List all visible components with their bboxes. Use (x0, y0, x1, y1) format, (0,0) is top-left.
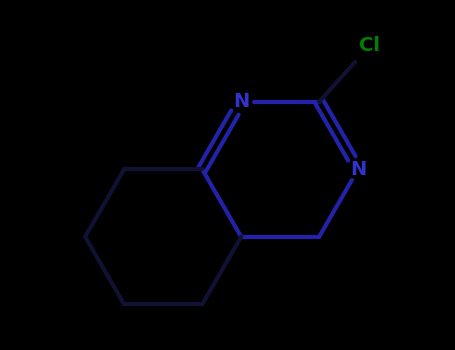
Text: N: N (233, 92, 249, 111)
Text: N: N (350, 160, 366, 179)
Text: Cl: Cl (359, 36, 380, 55)
